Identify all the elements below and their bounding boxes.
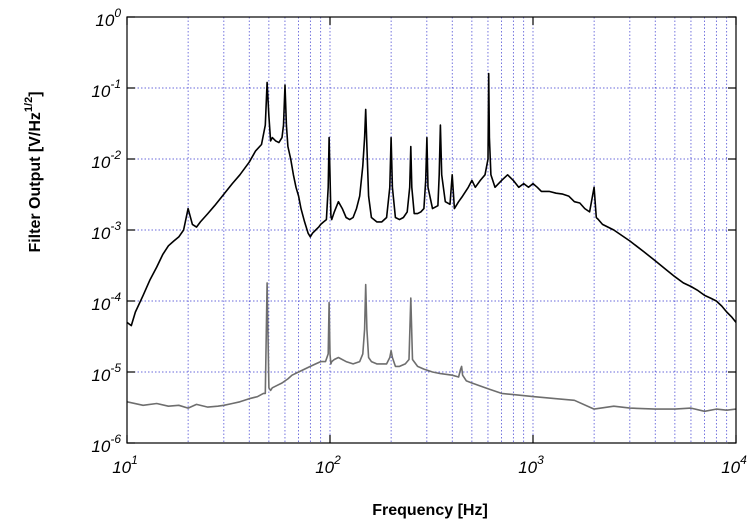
x-tick-label-base: 10 [518,458,537,477]
y-axis-label-superscript: 1/2 [23,97,35,112]
y-tick-label: 10-5 [91,361,121,385]
y-tick-label: 10-4 [91,290,121,314]
series-line-2 [126,282,737,413]
x-tick-label: 101 [112,453,138,477]
series-layer [126,72,737,413]
y-tick-label-exponent: 0 [114,6,121,20]
y-tick-label-exponent: -6 [110,432,121,446]
y-tick-label-base: 10 [91,82,110,101]
x-tick-label-exponent: 1 [131,453,138,467]
x-tick-label: 104 [721,453,747,477]
y-tick-label-exponent: -1 [110,77,121,91]
y-axis-label: Filter Output [V/Hz1/2] [23,91,44,252]
y-tick-label-base: 10 [91,366,110,385]
y-tick-label-base: 10 [91,224,110,243]
y-tick-label-exponent: -3 [110,219,121,233]
x-tick-label-exponent: 2 [333,453,341,467]
y-tick-label: 100 [95,6,121,30]
y-tick-label-base: 10 [91,437,110,456]
tick-marks [126,16,737,444]
y-axis-label-main: Filter Output [V/Hz [27,112,44,252]
y-tick-label: 10-6 [91,432,121,456]
y-tick-label: 10-1 [91,77,121,101]
x-tick-label-base: 10 [721,458,740,477]
y-tick-label: 10-3 [91,219,121,243]
y-tick-label-exponent: -4 [110,290,121,304]
y-axis-label-end: ] [27,91,44,96]
x-tick-label: 103 [518,453,544,477]
x-tick-label: 102 [315,453,341,477]
grid [127,17,736,443]
y-tick-label-exponent: -2 [110,148,121,162]
y-tick-label: 10-2 [91,148,121,172]
y-tick-label-exponent: -5 [110,361,121,375]
series-line-1 [126,72,737,327]
x-tick-label-exponent: 3 [537,453,544,467]
x-tick-label-base: 10 [315,458,334,477]
y-tick-label-base: 10 [91,295,110,314]
x-axis-label: Frequency [Hz] [372,502,488,519]
x-tick-label-exponent: 4 [740,453,747,467]
y-tick-label-base: 10 [95,11,114,30]
y-tick-label-base: 10 [91,153,110,172]
x-tick-label-base: 10 [112,458,131,477]
